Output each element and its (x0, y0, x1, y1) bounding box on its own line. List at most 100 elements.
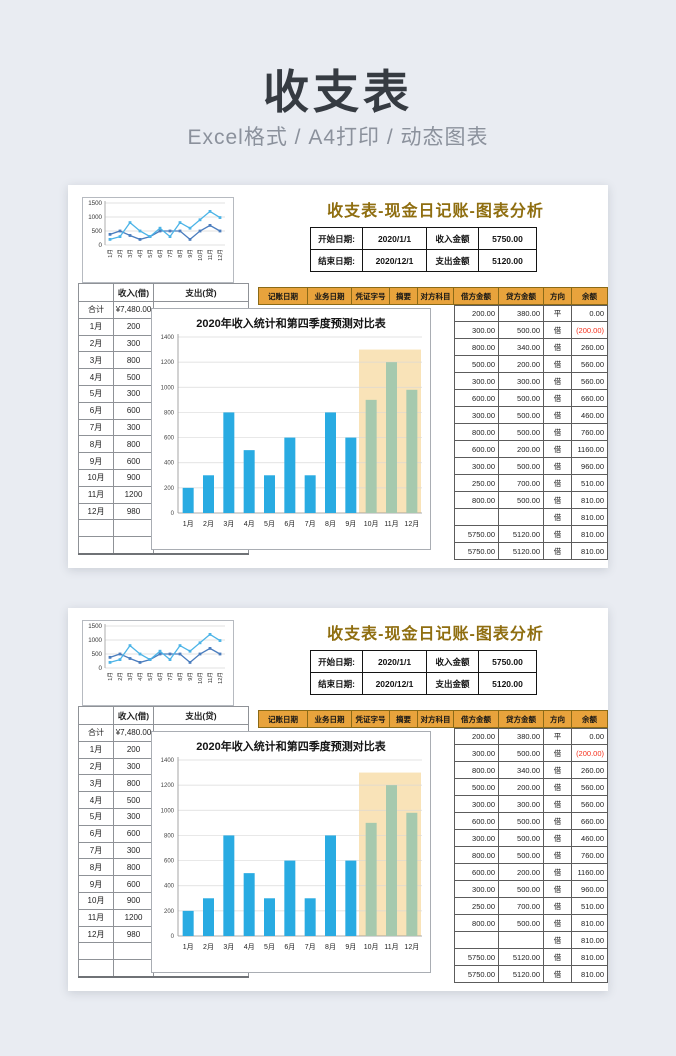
bar-6月 (284, 437, 296, 513)
y-tick-labels: 0 500 1000 1500 (88, 200, 102, 249)
ledger-header-row: 记账日期 业务日期 凭证字号 摘要 对方科目 借方金额 贷方金额 方向 余额 (258, 710, 608, 728)
ledger-header-cell: 对方科目 (418, 287, 454, 305)
svg-text:1500: 1500 (88, 200, 102, 207)
svg-text:5月: 5月 (264, 943, 275, 951)
bar-chart-svg: 0 200 400 600 800 1000 1200 1400 1月 2月 3月 4月 5月 6月 7月 8… (161, 334, 422, 528)
ledger-row: 500.00 200.00 借 560.00 (258, 356, 608, 373)
month-cell: 6月 (78, 401, 114, 420)
svg-text:5月: 5月 (264, 520, 275, 528)
income-cell: 900 (113, 468, 154, 487)
income-cell: 600 (113, 452, 154, 470)
svg-text:1400: 1400 (161, 335, 175, 341)
ledger-row: 借 810.00 (258, 932, 608, 949)
template-preview-card: 0 500 1000 1500 1月 2月 3月 4月 5月 6月 7月 8月 9月 10月 11月 12月 … (68, 185, 608, 568)
ledger-cell: 借 (544, 441, 572, 458)
ledger-cell: 460.00 (572, 830, 608, 847)
template-preview-card: 0 500 1000 1500 1月 2月 3月 4月 5月 6月 7月 8月 9月 10月 11月 12月 … (68, 608, 608, 991)
income-total-value: 5750.00 (478, 650, 537, 673)
ledger-cell: 600.00 (454, 864, 499, 881)
ledger-header-cell: 方向 (544, 710, 572, 728)
ledger-cell: 5750.00 (454, 949, 499, 966)
ledger-cell (499, 509, 544, 526)
ledger-cell: 借 (544, 796, 572, 813)
income-cell (113, 519, 154, 538)
page-title: 收支表 (263, 66, 413, 118)
svg-text:3月: 3月 (223, 520, 234, 528)
month-cell: 11月 (78, 908, 114, 927)
ledger-row: 200.00 380.00 平 0.00 (258, 728, 608, 745)
month-cell: 4月 (78, 368, 114, 386)
svg-text:1400: 1400 (161, 758, 175, 764)
svg-text:5月: 5月 (147, 249, 154, 258)
ledger-cell: 810.00 (572, 526, 608, 543)
summary-header-cell: 收入(借) (113, 706, 154, 725)
ledger-cell: 5120.00 (499, 543, 544, 560)
income-cell: 1200 (113, 908, 154, 927)
spreadsheet-preview: 0 500 1000 1500 1月 2月 3月 4月 5月 6月 7月 8月 9月 10月 11月 12月 … (68, 608, 608, 991)
ledger-header-cell: 凭证字号 (352, 287, 390, 305)
ledger-cell: 960.00 (572, 458, 608, 475)
ledger-cell: 510.00 (572, 898, 608, 915)
svg-text:500: 500 (92, 651, 103, 658)
summary-header-cell (78, 706, 114, 725)
ledger-cell: 借 (544, 407, 572, 424)
ledger-row: 300.00 300.00 借 560.00 (258, 373, 608, 390)
summary-header-cell: 收入(借) (113, 283, 154, 302)
ledger-header-cell: 借方金额 (454, 710, 499, 728)
ledger-cell: 560.00 (572, 373, 608, 390)
bar-9月 (345, 860, 357, 936)
ledger-cell: 借 (544, 390, 572, 407)
ledger-cell: 500.00 (499, 424, 544, 441)
ledger-cell: 0.00 (572, 305, 608, 322)
ledger-row: 800.00 500.00 借 810.00 (258, 915, 608, 932)
ledger-cell: (200.00) (572, 745, 608, 762)
ledger-cell: 800.00 (454, 339, 499, 356)
svg-text:1月: 1月 (183, 943, 194, 951)
line-series-收入(借) (109, 633, 221, 664)
month-cell: 9月 (78, 875, 114, 893)
ledger-row: 5750.00 5120.00 借 810.00 (258, 966, 608, 983)
ledger-cell: 借 (544, 881, 572, 898)
ledger-row: 300.00 500.00 借 960.00 (258, 881, 608, 898)
y-tick-labels: 0 500 1000 1500 (88, 623, 102, 672)
bar-chart-box: 2020年收入统计和第四季度预测对比表 0 200 400 600 800 1000 120… (151, 731, 431, 973)
ledger-cell: 200.00 (499, 356, 544, 373)
page-subtitle: Excel格式 / A4打印 / 动态图表 (187, 126, 489, 149)
ledger-cell: 800.00 (454, 847, 499, 864)
svg-text:1200: 1200 (161, 360, 175, 366)
month-cell: 8月 (78, 858, 114, 877)
svg-text:9月: 9月 (187, 672, 194, 681)
bar-10月 (365, 399, 377, 513)
ledger-row: 200.00 380.00 平 0.00 (258, 305, 608, 322)
ledger-cell: 960.00 (572, 881, 608, 898)
svg-text:12月: 12月 (404, 943, 419, 951)
ledger-cell: 借 (544, 458, 572, 475)
income-cell: 600 (113, 401, 154, 420)
end-date-label: 结束日期: (310, 249, 363, 272)
svg-text:11月: 11月 (384, 943, 398, 951)
expense-total-value: 5120.00 (478, 249, 537, 272)
ledger-cell: 借 (544, 509, 572, 526)
ledger-cell: 300.00 (454, 881, 499, 898)
spreadsheet-preview: 0 500 1000 1500 1月 2月 3月 4月 5月 6月 7月 8月 9月 10月 11月 12月 … (68, 185, 608, 568)
ledger-header-cell: 方向 (544, 287, 572, 305)
bar-chart-svg: 0 200 400 600 800 1000 1200 1400 1月 2月 3月 4月 5月 6月 7月 8… (161, 757, 422, 951)
svg-text:0: 0 (171, 934, 175, 940)
ledger-cell: 借 (544, 424, 572, 441)
income-cell: 500 (113, 791, 154, 809)
x-tick-labels: 1月 2月 3月 4月 5月 6月 7月 8月 9月 10月 11月 12月 (107, 672, 224, 684)
start-date-label: 开始日期: (310, 650, 363, 673)
income-cell: 300 (113, 807, 154, 826)
ledger-cell: 500.00 (499, 915, 544, 932)
svg-text:11月: 11月 (207, 249, 214, 260)
sheet-title: 收支表-现金日记账-图表分析 (327, 203, 544, 220)
month-cell: 10月 (78, 891, 114, 910)
bar-chart-title: 2020年收入统计和第四季度预测对比表 (196, 318, 386, 330)
ledger-cell: 借 (544, 745, 572, 762)
ledger-cell: 5750.00 (454, 966, 499, 983)
ledger-row: 借 810.00 (258, 509, 608, 526)
ledger-cell: 借 (544, 526, 572, 543)
ledger-cell: 借 (544, 356, 572, 373)
svg-text:6月: 6月 (284, 520, 295, 528)
